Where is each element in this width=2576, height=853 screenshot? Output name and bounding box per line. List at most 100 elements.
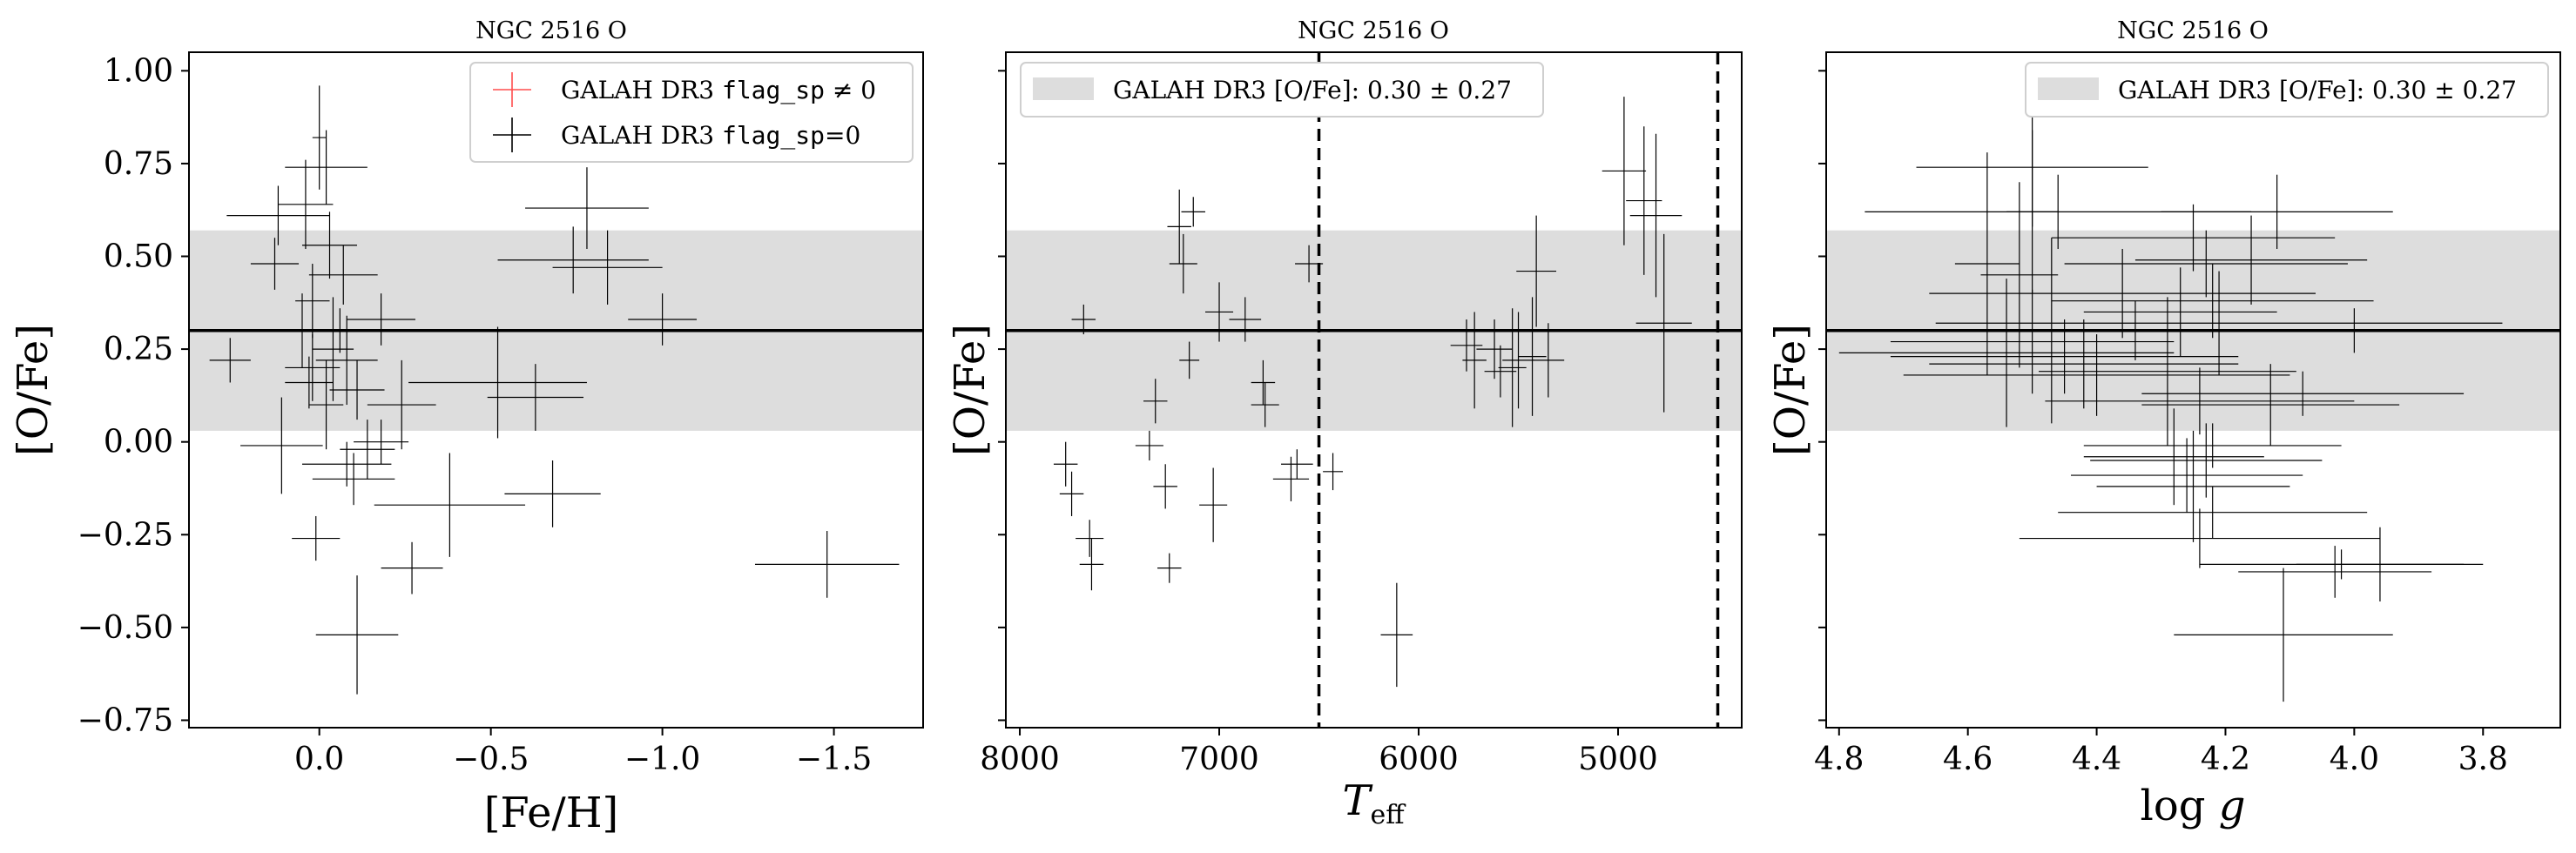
data-point <box>552 230 663 305</box>
data-point <box>2064 230 2348 298</box>
data-point <box>2134 215 2368 305</box>
x-tick-label: 7000 <box>1179 742 1259 777</box>
x-tick-label: 8000 <box>980 742 1060 777</box>
data-point <box>2006 130 2059 294</box>
data-point <box>1181 197 1205 227</box>
x-tick-label: −0.5 <box>453 742 529 777</box>
data-point <box>2096 430 2290 542</box>
data-point <box>1484 345 1517 398</box>
legend-box <box>2025 62 2549 118</box>
data-point <box>1532 323 1565 398</box>
data-point <box>1380 582 1413 688</box>
data-point <box>285 356 334 409</box>
data-point <box>1903 334 2290 416</box>
legend-entry-band: GALAH DR3 [O/Fe]: 0.30 ± 0.27 <box>2118 76 2517 104</box>
data-point <box>2199 549 2484 580</box>
data-point <box>1323 453 1344 491</box>
data-point <box>367 359 436 450</box>
panel-title: NGC 2516 O <box>2117 17 2269 44</box>
data-point <box>285 334 341 401</box>
data-point <box>1153 464 1177 509</box>
data-point <box>525 167 649 249</box>
legend-band-swatch <box>1033 77 1094 100</box>
legend: GALAH DR3 [O/Fe]: 0.30 ± 0.27 <box>2025 62 2549 118</box>
plot-frame <box>1825 51 2561 729</box>
data-point <box>340 420 395 480</box>
panel-title: NGC 2516 O <box>475 17 627 44</box>
panel-title: NGC 2516 O <box>1298 17 1449 44</box>
data-point <box>1199 467 1228 542</box>
data-point <box>408 326 587 439</box>
x-tick-label: 4.8 <box>1814 742 1864 777</box>
data-point <box>1169 233 1197 294</box>
data-point <box>1251 382 1279 427</box>
data-point <box>329 359 385 420</box>
plot-frame <box>188 51 924 729</box>
data-point <box>1053 441 1078 487</box>
legend: GALAH DR3 flag_sp ≠ 0 GALAH DR3 flag_sp=… <box>469 62 914 163</box>
data-point <box>2141 364 2400 446</box>
data-point <box>2090 423 2323 498</box>
data-point <box>497 226 649 294</box>
data-point <box>1450 319 1483 372</box>
panel-teff: NGC 2516 O 8000 7000 6000 5000 Teff [O/Fe] … <box>946 17 1743 830</box>
y-tick-label: 0.00 <box>104 425 173 460</box>
data-point <box>315 575 399 695</box>
data-point <box>312 453 395 506</box>
x-axis-label: [Fe/H] <box>484 789 619 837</box>
data-point <box>1079 538 1104 591</box>
data-point <box>354 420 409 465</box>
x-tick-label: 0.0 <box>294 742 344 777</box>
legend-box <box>469 62 914 163</box>
data-point <box>308 245 378 305</box>
x-axis-label: log g <box>2141 782 2246 830</box>
data-point <box>1167 189 1191 265</box>
data-point <box>1929 319 2239 409</box>
data-point <box>209 338 251 383</box>
data-point <box>1635 233 1692 413</box>
x-tick-label: 4.6 <box>1943 742 1993 777</box>
panel-logg: NGC 2516 O 4.8 4.6 4.4 4.2 4.0 3.8 log g [O/F… <box>1766 17 2561 830</box>
data-point <box>2276 308 2432 353</box>
data-point <box>226 185 330 245</box>
data-point <box>1076 520 1104 557</box>
data-point <box>2039 297 2296 446</box>
y-tick-label: −0.25 <box>78 517 173 553</box>
y-axis-label: [O/Fe] <box>9 324 57 456</box>
data-point <box>301 441 392 487</box>
data-point <box>1518 297 1547 416</box>
data-point <box>504 460 601 527</box>
x-tick-label: 4.4 <box>2072 742 2121 777</box>
data-point <box>1602 97 1647 245</box>
data-point <box>1462 312 1487 409</box>
legend-marker-flag-nonzero <box>493 72 531 107</box>
legend-marker-flag-zero <box>493 118 531 152</box>
data-point <box>285 130 368 205</box>
x-tick-label: 4.0 <box>2330 742 2379 777</box>
data-point <box>1135 430 1163 461</box>
data-point <box>2161 174 2393 249</box>
data-point <box>381 541 443 594</box>
data-point <box>250 238 300 290</box>
data-point <box>2019 508 2380 568</box>
data-point <box>2051 264 2374 339</box>
data-point <box>1272 456 1310 501</box>
x-tick-label: 6000 <box>1379 742 1459 777</box>
data-point <box>1502 312 1534 409</box>
data-point <box>1954 152 2020 375</box>
legend-entry-band: GALAH DR3 [O/Fe]: 0.30 ± 0.27 <box>1113 76 1512 104</box>
x-tick-label: −1.0 <box>624 742 700 777</box>
data-point <box>301 308 378 353</box>
data-point <box>2141 371 2465 416</box>
data-point <box>347 293 415 346</box>
y-tick-label: 1.00 <box>104 53 173 89</box>
x-tick-label: 4.2 <box>2201 742 2250 777</box>
x-tick-label: 5000 <box>1578 742 1658 777</box>
data-point <box>1476 319 1513 379</box>
y-tick-label: −0.50 <box>78 610 173 646</box>
data-point <box>1204 282 1234 342</box>
data-point <box>292 515 341 561</box>
legend-box <box>1020 62 1544 118</box>
data-point <box>1251 359 1276 406</box>
